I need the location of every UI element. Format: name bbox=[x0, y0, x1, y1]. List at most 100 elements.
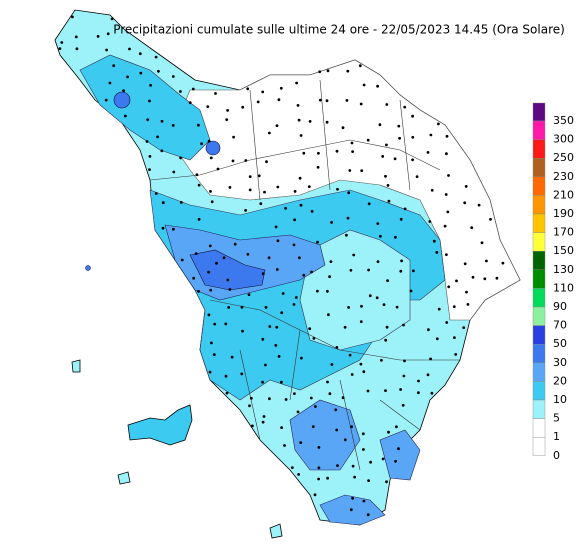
station bbox=[179, 156, 183, 160]
station bbox=[248, 188, 252, 192]
station bbox=[210, 341, 213, 345]
map-title: Precipitazioni cumulate sulle ultime 24 … bbox=[113, 23, 565, 37]
station bbox=[294, 296, 298, 299]
station bbox=[257, 174, 261, 178]
station bbox=[195, 173, 199, 177]
station bbox=[302, 151, 306, 155]
station bbox=[309, 396, 313, 400]
station bbox=[267, 256, 271, 260]
station bbox=[465, 290, 468, 294]
station bbox=[191, 87, 195, 91]
station bbox=[210, 200, 214, 204]
station bbox=[395, 425, 398, 429]
legend-label: 20 bbox=[553, 374, 567, 387]
station bbox=[463, 201, 467, 205]
station bbox=[277, 98, 281, 102]
station bbox=[240, 305, 244, 309]
station bbox=[426, 151, 430, 154]
station bbox=[326, 289, 329, 293]
station bbox=[298, 176, 302, 180]
station bbox=[249, 396, 253, 400]
station bbox=[366, 138, 370, 142]
station bbox=[261, 272, 265, 276]
station bbox=[212, 353, 216, 356]
legend-swatch bbox=[532, 269, 546, 289]
station bbox=[362, 370, 366, 374]
station bbox=[360, 169, 364, 173]
station bbox=[384, 389, 387, 392]
station bbox=[138, 52, 142, 56]
station bbox=[275, 124, 279, 127]
station bbox=[328, 275, 331, 279]
station bbox=[348, 169, 352, 172]
legend-swatch bbox=[532, 306, 546, 326]
station bbox=[214, 92, 217, 95]
station bbox=[262, 415, 266, 418]
station bbox=[281, 292, 285, 295]
station bbox=[361, 432, 365, 436]
station bbox=[426, 373, 430, 377]
station bbox=[283, 444, 286, 447]
station bbox=[343, 325, 347, 329]
station bbox=[148, 168, 151, 172]
station bbox=[381, 457, 385, 461]
station bbox=[409, 289, 413, 293]
station bbox=[347, 191, 351, 195]
legend-swatch bbox=[532, 157, 546, 177]
station bbox=[299, 134, 303, 137]
station bbox=[358, 64, 362, 68]
station bbox=[359, 362, 363, 366]
station bbox=[429, 357, 432, 361]
station bbox=[447, 285, 451, 289]
station bbox=[108, 81, 112, 85]
legend-label: 130 bbox=[553, 263, 574, 276]
station bbox=[148, 99, 151, 103]
station bbox=[485, 259, 488, 263]
station bbox=[318, 98, 322, 102]
station bbox=[369, 460, 372, 464]
station bbox=[400, 259, 403, 263]
station bbox=[206, 105, 210, 108]
station bbox=[240, 372, 244, 376]
station bbox=[233, 242, 237, 246]
station bbox=[208, 370, 212, 374]
station bbox=[172, 170, 176, 174]
station bbox=[326, 69, 330, 73]
station bbox=[251, 424, 254, 428]
station bbox=[317, 151, 320, 155]
station bbox=[296, 104, 300, 107]
station bbox=[300, 356, 303, 360]
legend-label: 210 bbox=[553, 188, 574, 201]
station bbox=[268, 397, 271, 401]
station bbox=[317, 446, 321, 449]
station bbox=[318, 70, 322, 74]
station bbox=[385, 325, 389, 329]
station bbox=[362, 499, 366, 503]
station bbox=[495, 276, 499, 280]
station bbox=[384, 174, 387, 178]
station bbox=[293, 392, 296, 395]
station bbox=[399, 388, 402, 391]
station bbox=[335, 428, 339, 432]
station bbox=[367, 202, 371, 206]
station bbox=[376, 260, 380, 263]
station bbox=[157, 69, 160, 73]
station bbox=[353, 475, 356, 479]
legend-label: 1 bbox=[553, 430, 560, 443]
station bbox=[314, 405, 317, 408]
station bbox=[156, 135, 160, 139]
legend-label: 170 bbox=[553, 226, 574, 239]
legend-swatch bbox=[532, 213, 546, 233]
station bbox=[341, 396, 345, 400]
station bbox=[399, 269, 403, 273]
station bbox=[360, 304, 363, 308]
zone-5 bbox=[299, 229, 411, 351]
station bbox=[427, 328, 430, 332]
station bbox=[268, 131, 271, 135]
station bbox=[244, 209, 248, 212]
station bbox=[128, 47, 131, 51]
station bbox=[274, 344, 278, 347]
station bbox=[154, 192, 158, 195]
station bbox=[466, 303, 470, 306]
station bbox=[74, 35, 78, 39]
